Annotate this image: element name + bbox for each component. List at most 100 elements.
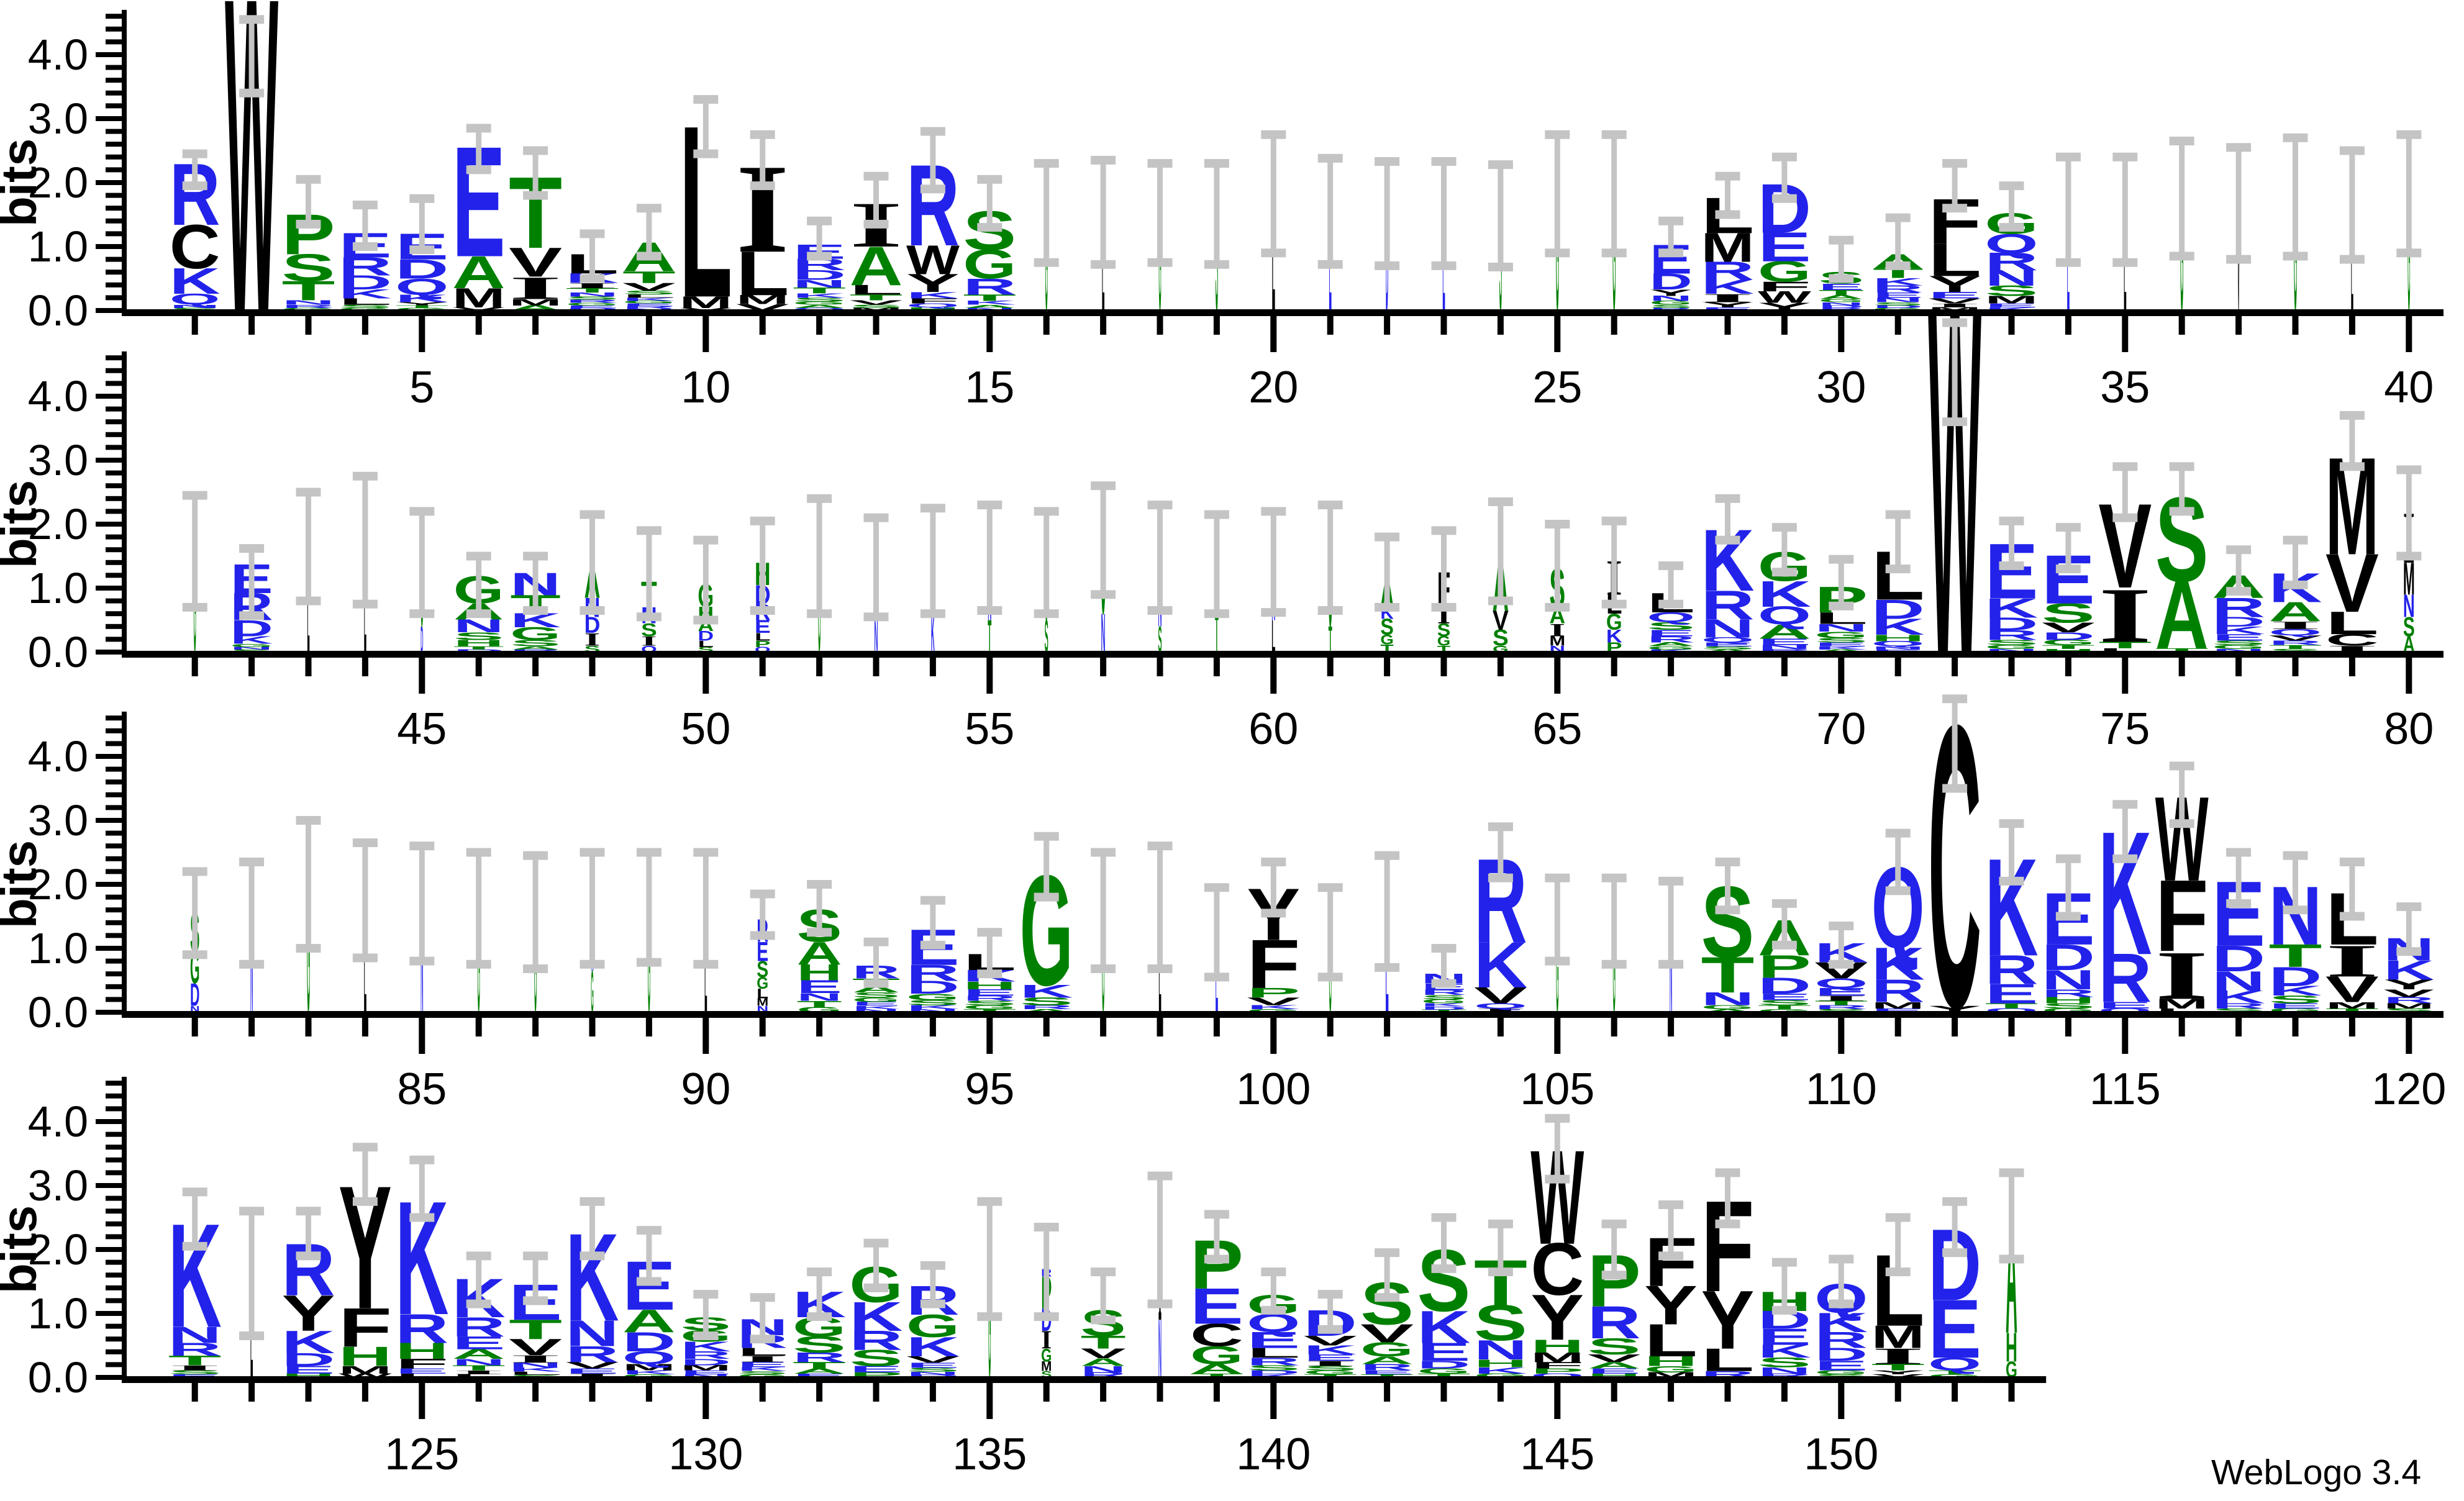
logo-letter-G: G [1758, 255, 1811, 288]
logo-letter-M: M [2383, 1002, 2434, 1010]
logo-letter-G: G [2042, 638, 2095, 646]
error-bar-pos-102 [1375, 851, 1400, 972]
logo-letter-T: T [2155, 647, 2209, 653]
logo-letter-L: L [1271, 610, 1275, 662]
logo-letter-H: H [1644, 1353, 1698, 1369]
logo-letter-V: V [850, 299, 903, 306]
logo-letter-T: T [1814, 999, 1868, 1007]
logo-letter-E: E [1588, 1367, 1641, 1375]
logo-letter-A: A [1758, 620, 1811, 643]
error-bar-pos-138 [1147, 1171, 1173, 1308]
x-tick-label: 115 [2089, 1064, 2161, 1114]
logo-letter-R: R [2383, 995, 2434, 1005]
logo-letter-E: E [1814, 1358, 1868, 1374]
error-bar-pos-114 [2055, 854, 2081, 921]
error-bar-pos-49 [636, 526, 661, 622]
logo-letter-G: G [963, 242, 1016, 288]
y-axis-row-2: 0.0 1.0 2.0 3.0 4.0 bits [0, 351, 127, 676]
logo-letter-L: L [1814, 609, 1868, 627]
logo-letter-E: E [1758, 992, 1811, 1002]
logo-letter-Q: Q [1871, 640, 1925, 648]
logo-letter-G: G [1380, 632, 1393, 648]
logo-letter-S: S [282, 246, 335, 290]
logo-letter-H: H [282, 1372, 335, 1379]
logo-letter-D: D [1871, 594, 1925, 625]
logo-letter-N: N [906, 1008, 960, 1013]
error-bar-pos-126 [466, 1251, 491, 1308]
x-tick-label: 70 [1816, 704, 1866, 754]
logo-letter-T: T [452, 1364, 506, 1372]
logo-letter-R: R [2269, 639, 2322, 646]
logo-letter-E: E [282, 1364, 335, 1376]
logo-letter-E: E [1871, 1007, 1925, 1014]
logo-letter-G: G [510, 623, 561, 644]
logo-letter-M: M [757, 996, 768, 1009]
logo-letter-H: H [395, 1338, 448, 1364]
logo-letter-V: V [452, 306, 506, 311]
error-bar-pos-97 [1091, 848, 1116, 973]
logo-letter-K: K [906, 290, 960, 301]
logo-letter-V: V [1304, 1333, 1357, 1348]
logo-letter-T: T [2098, 640, 2152, 650]
logo-letter-C: C [170, 212, 220, 282]
logo-letter-Q: Q [1985, 228, 2039, 259]
stack-pos-91: NMLGSER [757, 913, 768, 1015]
logo-letter-Q: Q [1647, 610, 1694, 625]
logo-letter-M: M [2403, 553, 2415, 605]
logo-letter-T: T [963, 292, 1016, 303]
stack-pos-5: GTYKQDE [395, 226, 448, 311]
logo-letter-Y: Y [282, 1285, 335, 1342]
error-bar-pos-40 [2396, 130, 2422, 258]
logo-letter-Q: Q [1985, 1007, 2039, 1014]
logo-letter-P: P [1530, 1367, 1584, 1375]
logo-letter-H: H [339, 1341, 392, 1372]
x-tick-label: 15 [965, 363, 1014, 412]
logo-letter-R: R [1701, 256, 1755, 285]
logo-letter-S: S [963, 999, 1016, 1007]
logo-letter-K: K [1985, 592, 2039, 624]
logo-letter-R: R [1758, 648, 1811, 653]
logo-letter-K: K [906, 1331, 960, 1363]
logo-letter-G: G [1928, 1373, 1981, 1378]
logo-letter-R: R [1701, 583, 1755, 629]
error-bar-pos-103 [1431, 944, 1457, 988]
logo-letter-G: G [793, 301, 846, 306]
logo-letter-L: L [2325, 605, 2379, 641]
y-tick-label: 4.0 [28, 372, 88, 420]
logo-letter-R: R [1985, 248, 2039, 276]
logo-letter-N: N [509, 1361, 562, 1369]
logo-letter-K: K [2383, 955, 2434, 986]
logo-letter-E: E [1928, 1283, 1981, 1376]
logo-letter-Q: Q [395, 274, 448, 300]
logo-letter-N: N [1758, 1365, 1811, 1376]
logo-letter-L: L [2098, 647, 2152, 653]
logo-letter-K: K [2212, 624, 2265, 637]
error-bar-pos-53 [863, 513, 889, 622]
x-tick-label: 140 [1236, 1430, 1311, 1479]
logo-letter-R: R [1247, 1355, 1300, 1367]
logo-letter-L: L [1701, 1342, 1755, 1378]
logo-letter-L: L [2155, 1007, 2209, 1014]
y-axis-title: bits [0, 1205, 47, 1294]
logo-letter-G: G [1606, 609, 1622, 635]
x-tick-label: 25 [1532, 363, 1582, 412]
error-bar-pos-73 [1999, 516, 2024, 570]
logo-letter-S: S [1650, 304, 1693, 309]
error-bar-pos-76 [2169, 462, 2194, 516]
logo-letter-K: K [850, 1294, 903, 1340]
logo-letter-L: L [509, 1371, 562, 1376]
logo-letter-S: S [1814, 1008, 1868, 1013]
error-bar-pos-41 [182, 491, 207, 612]
logo-letter-R: R [1871, 973, 1925, 1009]
error-bar-pos-57 [1091, 481, 1116, 599]
logo-letter-E: E [566, 1367, 619, 1375]
logo-letter-D: D [698, 628, 714, 643]
logo-letter-R: R [1588, 1296, 1641, 1348]
error-bar-pos-125 [409, 1155, 435, 1222]
error-bar-pos-118 [2283, 851, 2308, 915]
error-bar-pos-63 [1431, 526, 1457, 612]
x-tick-label: 100 [1236, 1064, 1311, 1114]
logo-letter-G: G [1360, 1338, 1414, 1361]
logo-letter-F: F [1530, 1360, 1584, 1371]
